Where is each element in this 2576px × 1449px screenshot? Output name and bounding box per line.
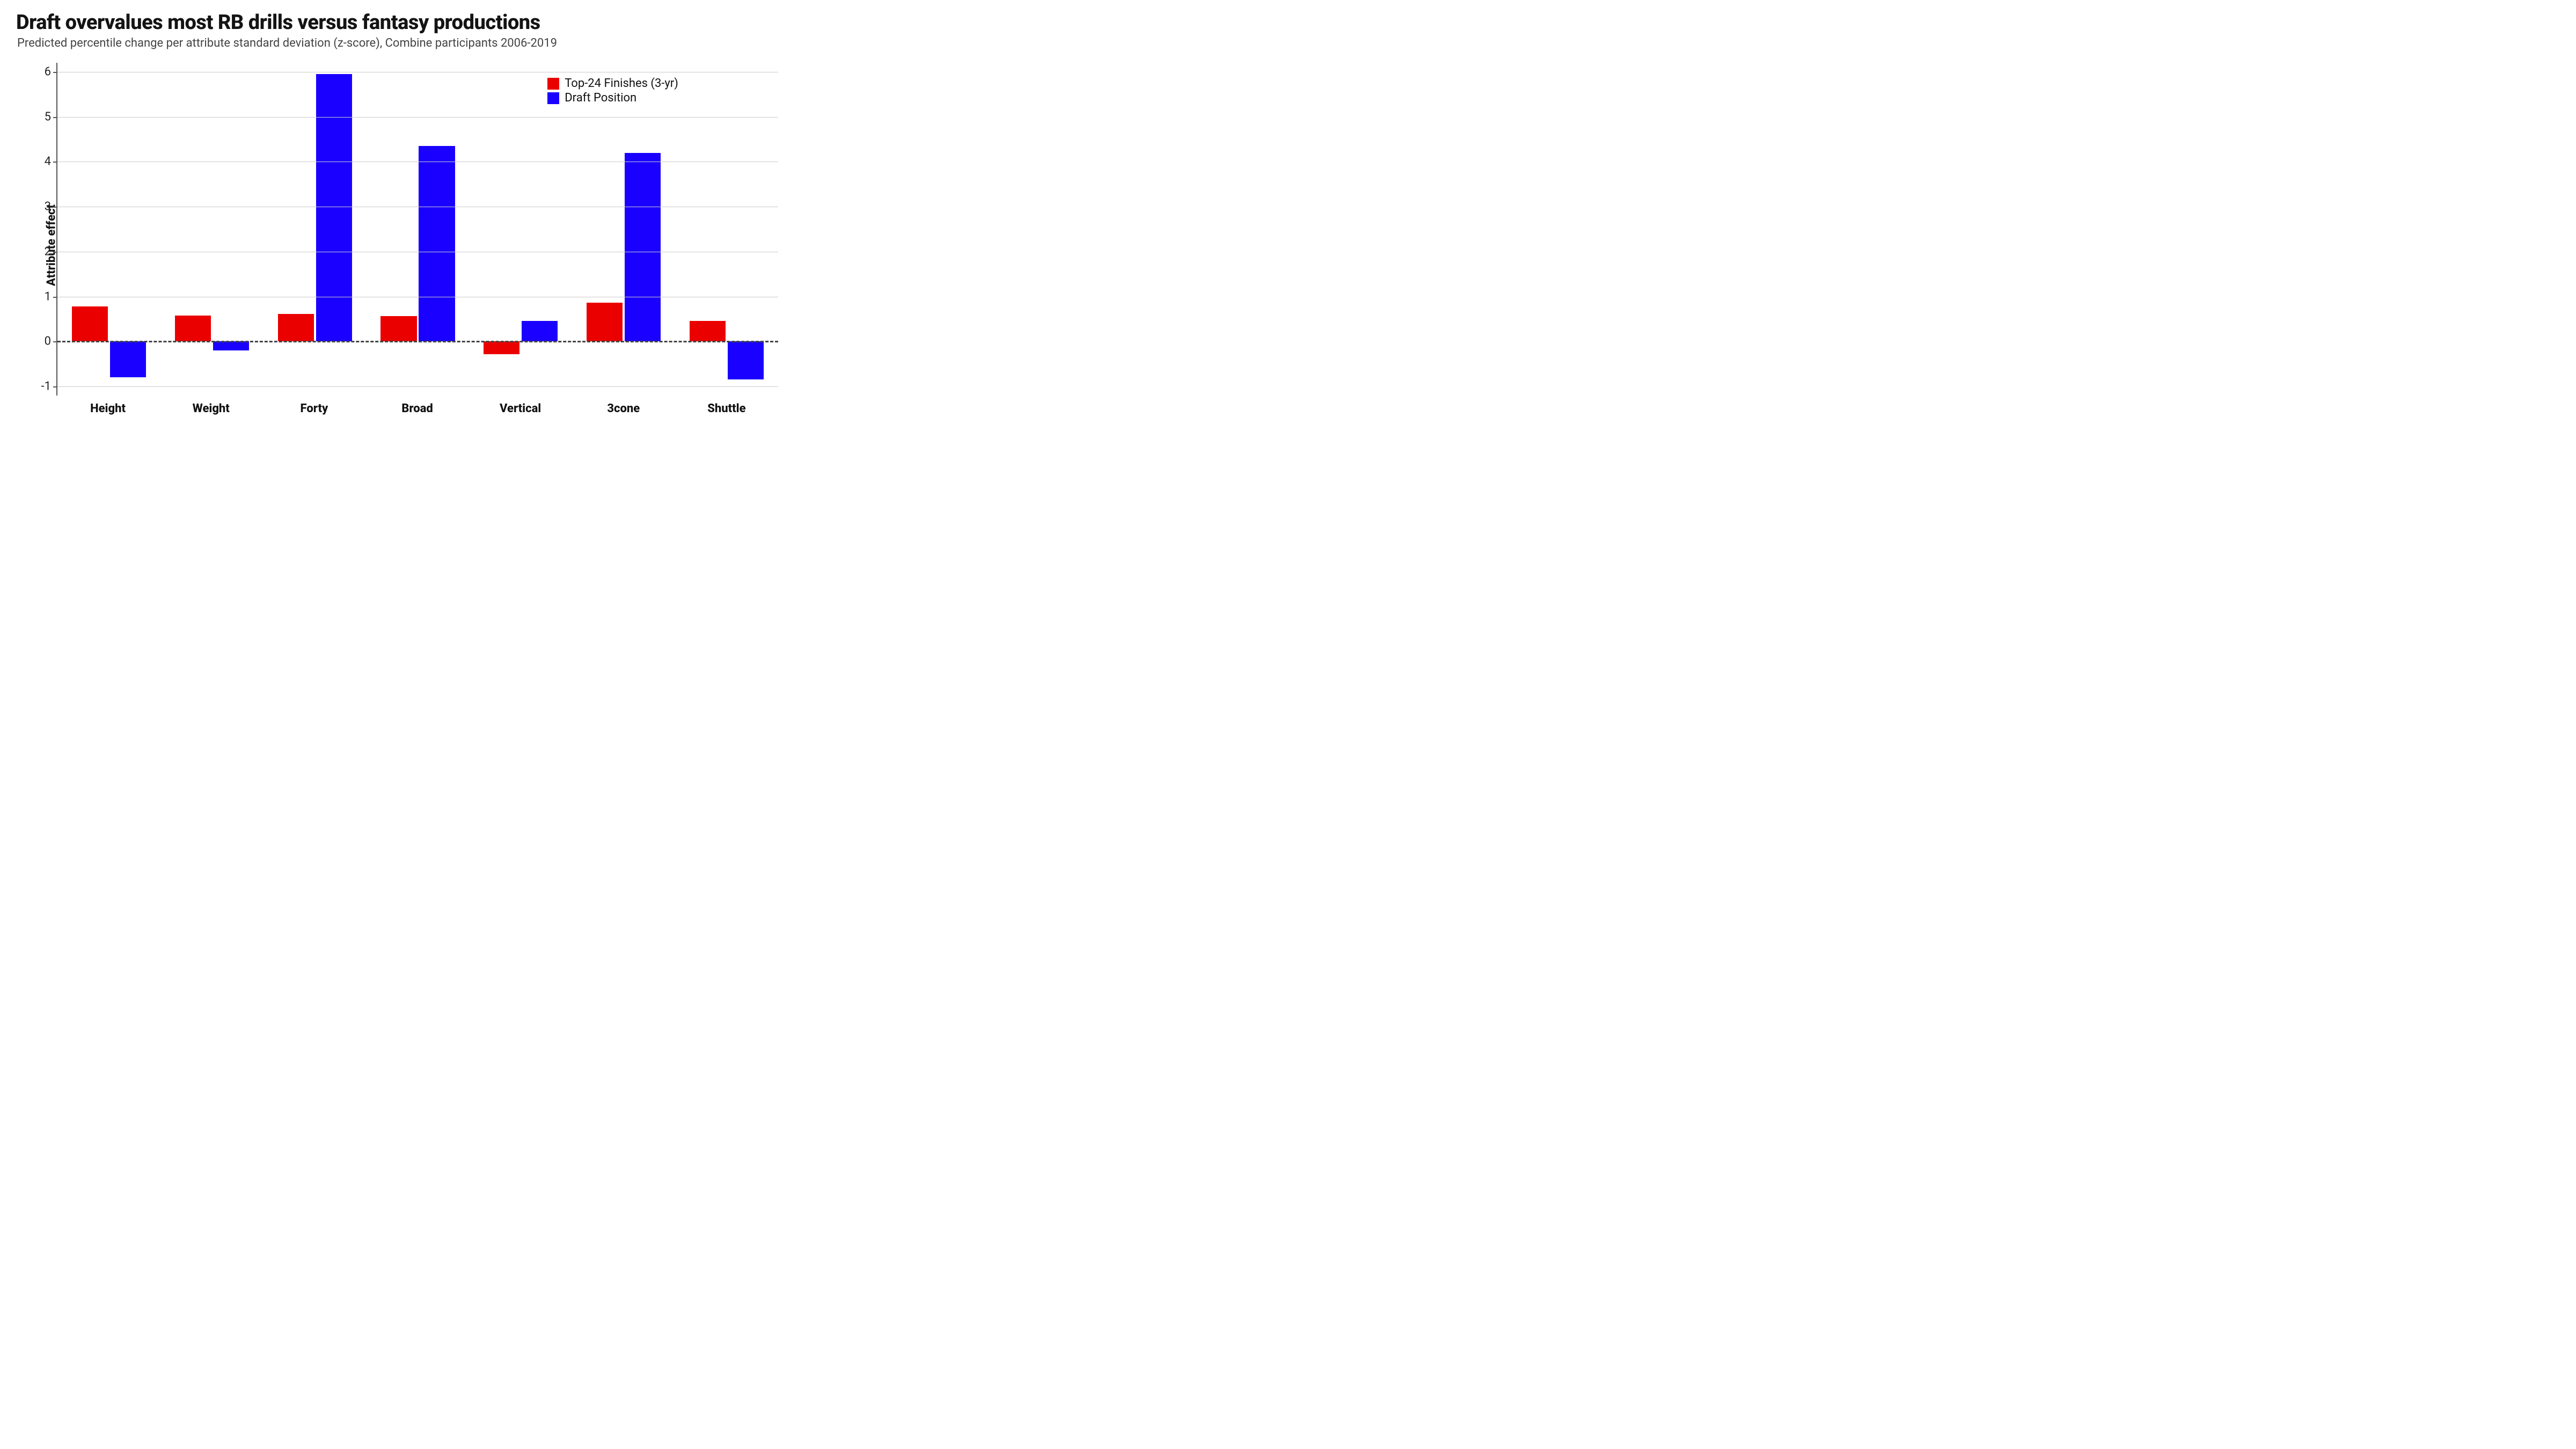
bar (72, 306, 108, 341)
legend-label: Draft Position (565, 91, 636, 106)
bar (175, 316, 211, 342)
legend: Top-24 Finishes (3-yr)Draft Position (547, 76, 678, 106)
category-label: Vertical (500, 402, 541, 415)
category-label: Weight (193, 402, 230, 415)
bar (484, 341, 519, 354)
y-tick-mark (53, 117, 57, 118)
chart-area: Top-24 Finishes (3-yr)Draft Position -10… (56, 63, 778, 396)
bar (587, 303, 623, 341)
legend-item: Draft Position (547, 91, 678, 106)
legend-swatch (547, 78, 559, 90)
y-tick-mark (53, 297, 57, 298)
plot-area: Attribute effect Top-24 Finishes (3-yr)D… (16, 57, 784, 433)
bar (728, 341, 764, 379)
bar (690, 321, 726, 342)
category-label: Forty (300, 402, 328, 415)
gridline (57, 117, 778, 118)
category-label: Broad (401, 402, 433, 415)
chart-subtitle: Predicted percentile change per attribut… (17, 36, 784, 50)
bar (278, 314, 314, 342)
y-tick-mark (53, 207, 57, 208)
category-label: Height (90, 402, 126, 415)
bar (110, 341, 146, 377)
bars-layer (57, 63, 778, 396)
bar (625, 153, 661, 342)
y-tick-mark (53, 386, 57, 387)
category-label: 3cone (607, 402, 640, 415)
bar (419, 146, 455, 341)
category-label: Shuttle (707, 402, 745, 415)
bar (213, 341, 249, 350)
y-tick-mark (53, 162, 57, 163)
y-tick-mark (53, 252, 57, 253)
chart-title: Draft overvalues most RB drills versus f… (16, 11, 784, 34)
legend-label: Top-24 Finishes (3-yr) (565, 76, 678, 91)
legend-item: Top-24 Finishes (3-yr) (547, 76, 678, 91)
legend-swatch (547, 92, 559, 104)
y-tick-mark (53, 341, 57, 342)
bar (316, 74, 352, 342)
y-tick-mark (53, 72, 57, 73)
gridline (57, 386, 778, 387)
bar (522, 321, 558, 342)
bar (380, 316, 416, 342)
